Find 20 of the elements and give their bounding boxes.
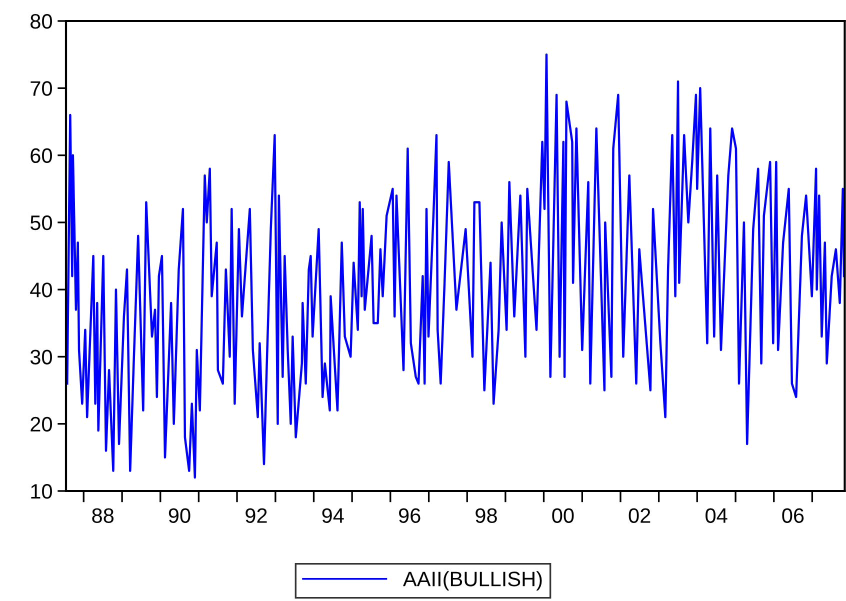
x-tick-label: 06 [782,508,804,523]
x-tick-label: 98 [476,508,497,523]
y-tick-label: 40 [30,282,52,298]
y-tick-label: 30 [30,350,52,364]
line-series [66,53,845,479]
x-tick-label: 96 [398,508,420,523]
x-tick-label: 04 [706,508,728,523]
y-tick-label: 60 [30,148,52,164]
x-tick-label: 00 [552,508,574,523]
y-tick-label: 20 [30,416,52,432]
x-tick-label: 88 [92,508,114,523]
y-tick-label: 70 [30,81,52,96]
x-tick-label: 02 [628,508,650,523]
legend-label: AAII(BULLISH) [403,571,542,590]
y-tick-label: 80 [30,14,52,29]
x-tick-label: 90 [168,508,190,523]
x-tick-label: 94 [322,508,344,523]
x-tick-label: 92 [246,508,267,523]
y-tick-label: 50 [30,215,52,230]
y-tick-label: 10 [31,484,52,499]
